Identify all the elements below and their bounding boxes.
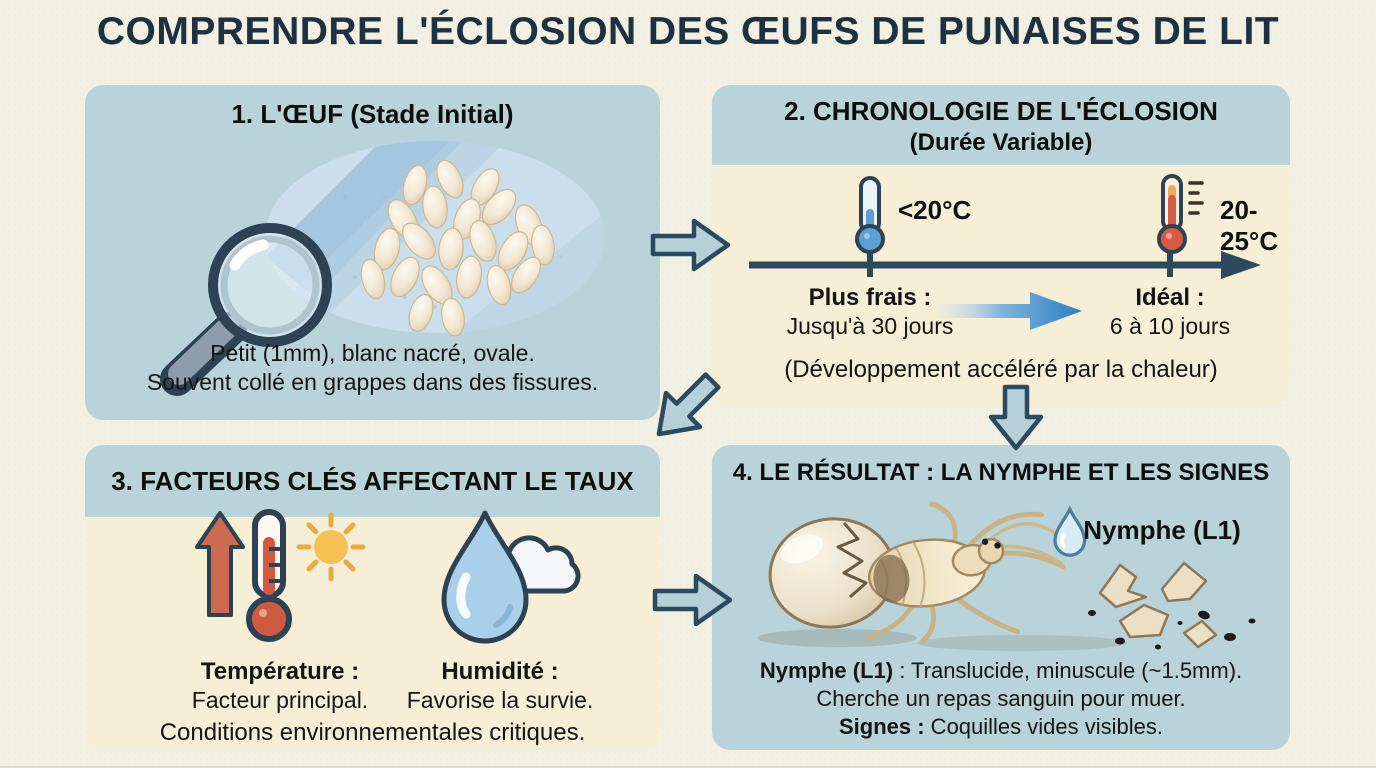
panel-chronology-subtitle: (Durée Variable) bbox=[909, 129, 1093, 156]
cool-duration: Jusqu'à 30 jours bbox=[786, 313, 954, 339]
temperature-label: Température : bbox=[200, 658, 360, 685]
panel-factors: 3. FACTEURS CLÉS AFFECTANT LE TAUX bbox=[85, 445, 660, 750]
humidity-drop-icon bbox=[441, 510, 581, 644]
result-description: Nymphe (L1) : Translucide, minuscule (~1… bbox=[712, 657, 1290, 741]
humidity-label: Humidité : bbox=[441, 658, 559, 685]
panel-chronology-header: 2. CHRONOLOGIE DE L'ÉCLOSION (Durée Vari… bbox=[712, 85, 1290, 165]
up-arrow-icon bbox=[195, 511, 245, 617]
panel-egg-title: 1. L'ŒUF (Stade Initial) bbox=[231, 99, 514, 129]
cool-temp-value: <20°C bbox=[898, 195, 972, 225]
humidity-desc: Favorise la survie. bbox=[406, 687, 594, 713]
panel-factors-title: 3. FACTEURS CLÉS AFFECTANT LE TAUX bbox=[111, 466, 634, 496]
speedup-arrow bbox=[936, 292, 1082, 330]
thermometer-cold-icon bbox=[855, 176, 885, 254]
result-desc-line3: Signes : Coquilles vides visibles. bbox=[712, 713, 1290, 741]
factor-thermometer-icon bbox=[246, 509, 292, 642]
result-desc3-rest: Coquilles vides visibles. bbox=[924, 714, 1163, 739]
nymph-shadow bbox=[917, 635, 1127, 651]
magnifier-icon bbox=[160, 223, 332, 396]
flow-arrow-chronology-to-result bbox=[988, 384, 1044, 451]
timeline-arrow bbox=[749, 251, 1261, 279]
eggshell-fragments bbox=[1098, 561, 1218, 649]
flow-arrow-chronology-to-factors bbox=[656, 372, 721, 437]
sun-icon bbox=[296, 512, 366, 582]
panel-chronology: 2. CHRONOLOGIE DE L'ÉCLOSION (Durée Vari… bbox=[712, 85, 1290, 405]
egg-shadow bbox=[757, 629, 917, 647]
page-title: COMPRENDRE L'ÉCLOSION DES ŒUFS DE PUNAIS… bbox=[96, 10, 1280, 53]
hatching-illustration bbox=[757, 501, 1256, 651]
flow-arrow-egg-to-chronology bbox=[650, 218, 731, 272]
result-desc-line2: Cherche un repas sanguin pour muer. bbox=[816, 686, 1186, 711]
panel-factors-header: 3. FACTEURS CLÉS AFFECTANT LE TAUX bbox=[85, 445, 660, 517]
nymph-eye bbox=[981, 538, 989, 545]
panel-chronology-title: 2. CHRONOLOGIE DE L'ÉCLOSION bbox=[784, 96, 1218, 126]
cool-label: Plus frais : bbox=[808, 284, 932, 311]
thermometer-scale-ticks bbox=[1188, 181, 1204, 215]
ideal-duration: 6 à 10 jours bbox=[1109, 313, 1231, 339]
temperature-rise-icon bbox=[195, 509, 366, 642]
ideal-label: Idéal : bbox=[1135, 284, 1205, 311]
egg-desc-line1: Petit (1mm), blanc nacré, ovale. bbox=[210, 340, 535, 366]
result-desc1-bold: Nymphe (L1) bbox=[759, 658, 894, 683]
panel-result: 4. LE RÉSULTAT : LA NYMPHE ET LES SIGNES bbox=[712, 445, 1290, 750]
thermometer-hot-icon bbox=[1157, 174, 1204, 254]
droplet-icon bbox=[1053, 505, 1087, 557]
temperature-desc: Facteur principal. bbox=[191, 687, 369, 713]
panel-egg-stage: 1. L'ŒUF (Stade Initial) bbox=[85, 85, 660, 420]
result-desc-line1: Nymphe (L1) : Translucide, minuscule (~1… bbox=[712, 657, 1290, 685]
egg-cluster bbox=[360, 159, 555, 337]
hatching-egg-illustration bbox=[768, 517, 896, 629]
factors-note: Conditions environnementales critiques. bbox=[159, 719, 586, 746]
egg-description: Petit (1mm), blanc nacré, ovale. Souvent… bbox=[85, 339, 660, 397]
ideal-temp-value: 20-25°C bbox=[1220, 195, 1279, 256]
result-desc3-bold: Signes : bbox=[838, 714, 925, 739]
nymph-eye bbox=[994, 542, 1001, 549]
egg-desc-line2: Souvent collé en grappes dans des fissur… bbox=[146, 369, 599, 395]
panel-result-title: 4. LE RÉSULTAT : LA NYMPHE ET LES SIGNES bbox=[732, 459, 1270, 486]
nymph-caption: Nymphe (L1) bbox=[1083, 515, 1241, 545]
egg-cluster-photo bbox=[160, 141, 605, 396]
chronology-note: (Développement accéléré par la chaleur) bbox=[784, 356, 1218, 383]
result-desc1-rest: : Translucide, minuscule (~1.5mm). bbox=[893, 658, 1243, 683]
nymph-illustration bbox=[864, 501, 1066, 645]
flow-arrow-factors-to-result bbox=[652, 573, 733, 627]
fecal-spots bbox=[1088, 610, 1256, 650]
